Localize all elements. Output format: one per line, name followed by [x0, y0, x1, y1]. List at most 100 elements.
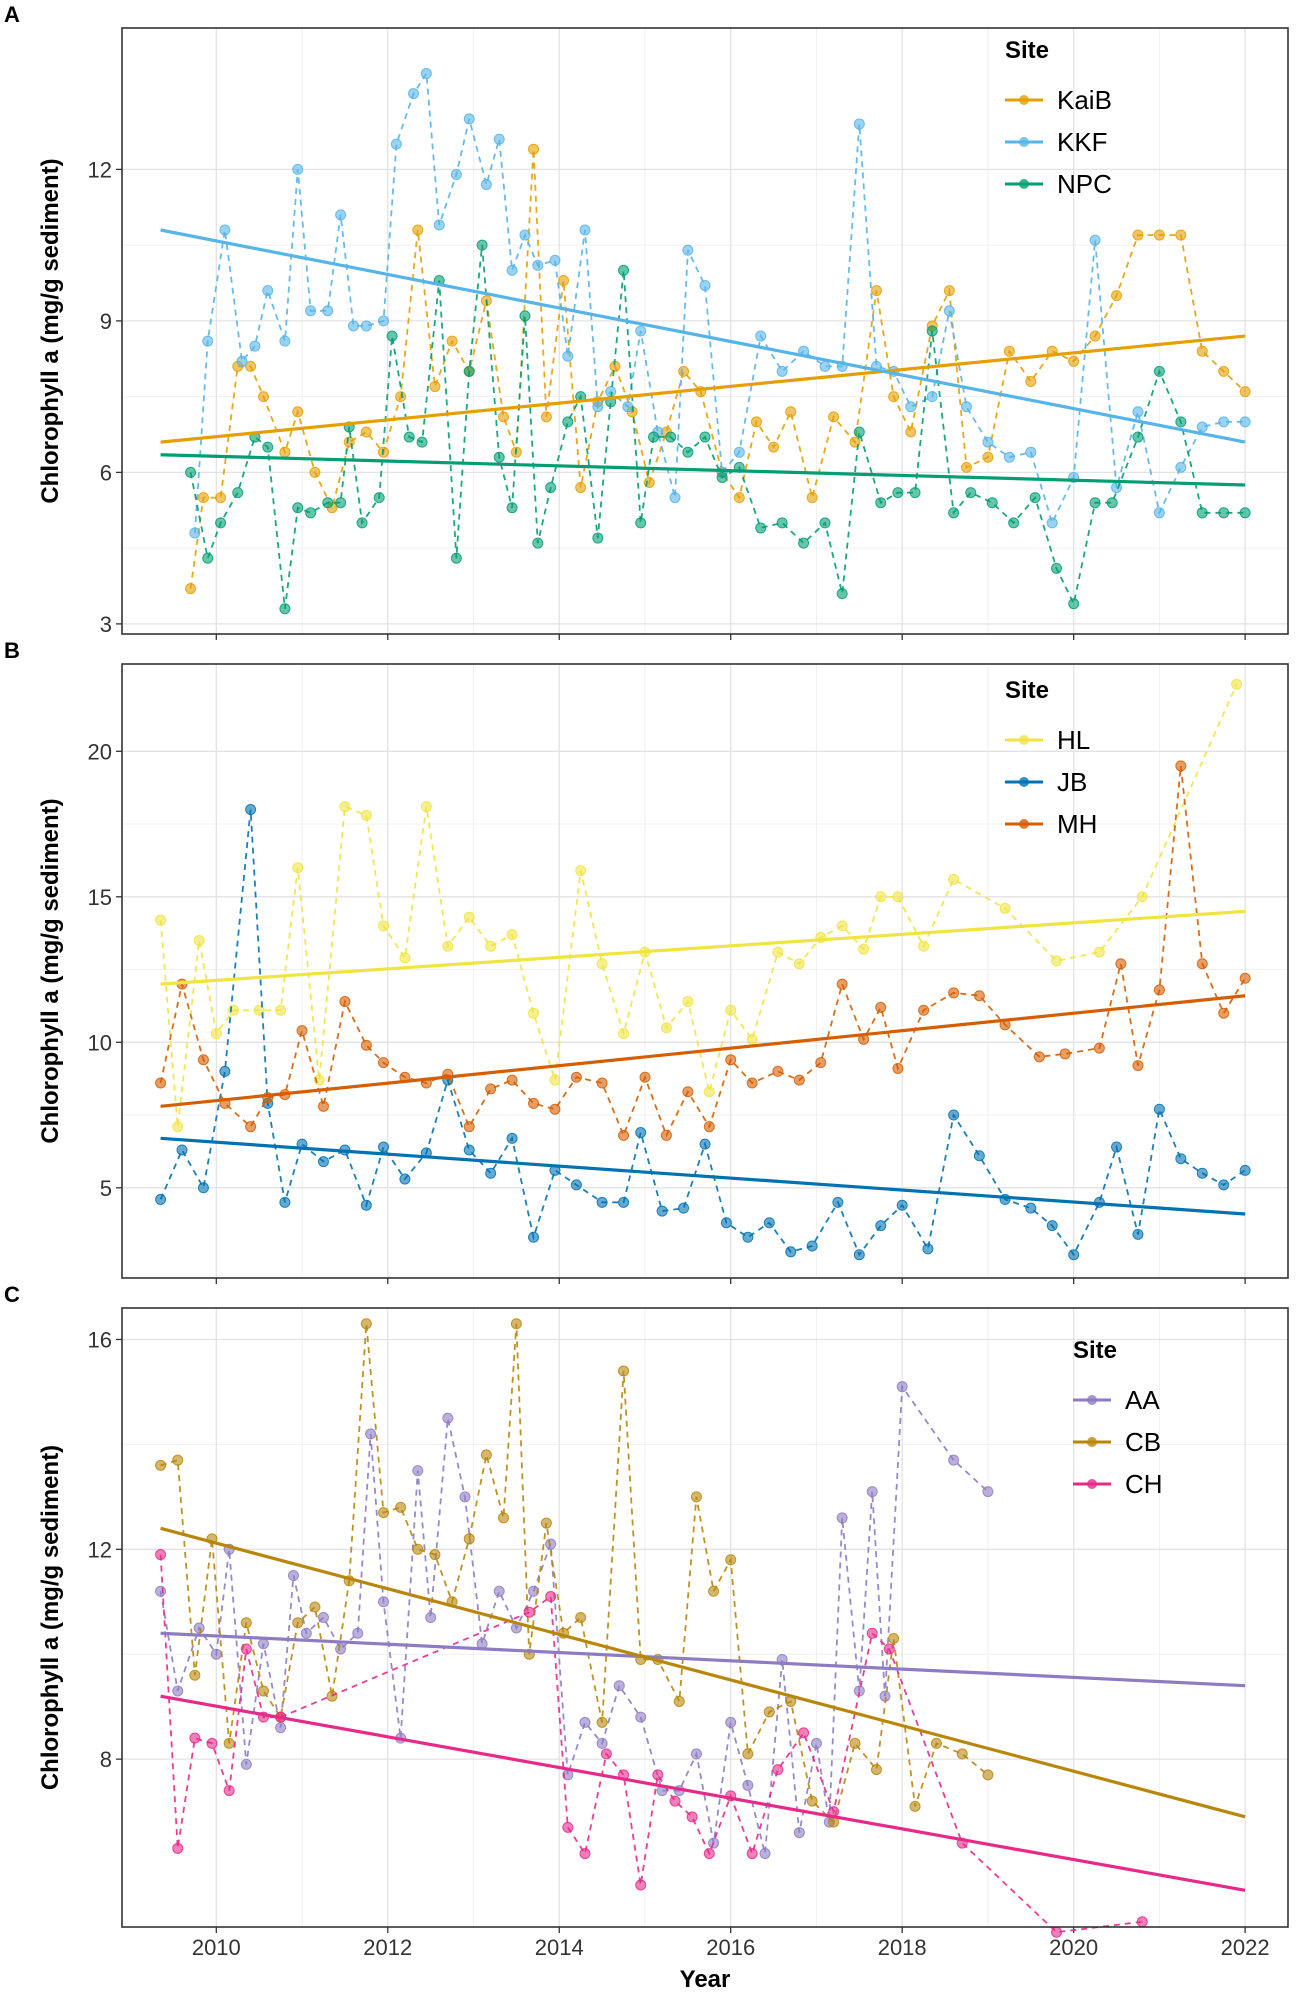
data-point-KKF — [579, 224, 591, 236]
data-point-JB — [720, 1217, 732, 1229]
y-tick-label: 12 — [88, 1537, 112, 1562]
data-point-CH — [1051, 1926, 1063, 1938]
data-point-CB — [412, 1543, 424, 1555]
data-point-HL — [528, 1007, 540, 1019]
data-point-KKF — [335, 209, 347, 221]
data-point-HL — [292, 862, 304, 874]
data-point-AA — [317, 1612, 329, 1623]
data-point-KKF — [236, 355, 248, 367]
data-point-NPC — [202, 552, 214, 564]
series-line-JB — [159, 809, 1246, 1257]
data-point-KKF — [982, 436, 994, 448]
data-point-KKF — [960, 401, 972, 413]
data-point-KKF — [202, 335, 214, 347]
data-point-KaiB — [540, 411, 552, 423]
data-point-NPC — [909, 487, 921, 499]
data-point-NPC — [892, 487, 904, 499]
panel-A: 3 6 9 12 A Chlorophyll a (mg/g sediment) Site K… — [4, 2, 1289, 640]
data-point-HL — [1231, 678, 1243, 690]
legend-title: Site — [1005, 677, 1049, 704]
data-point-JB — [317, 1156, 329, 1168]
panel-label: A — [4, 2, 20, 27]
legend: Site KaiB KKF NPC — [1005, 37, 1112, 199]
data-point-HL — [506, 929, 518, 941]
data-point-KaiB — [1068, 355, 1080, 367]
legend: Site HL JB MH — [1005, 677, 1097, 839]
data-point-CB — [155, 1459, 167, 1471]
data-point-HL — [858, 943, 870, 955]
series-line-AA — [159, 1384, 989, 1854]
data-point-HL — [549, 1074, 561, 1086]
data-point-JB — [832, 1196, 844, 1208]
data-point-KaiB — [785, 406, 797, 418]
data-point-CH — [579, 1848, 591, 1860]
data-point-NPC — [1132, 431, 1144, 443]
data-point-NPC — [853, 426, 865, 438]
data-point-CH — [600, 1748, 612, 1760]
data-point-MH — [618, 1129, 630, 1141]
data-point-AA — [579, 1716, 591, 1728]
data-point-HL — [1136, 891, 1148, 903]
data-point-NPC — [335, 497, 347, 509]
data-point-HL — [210, 1028, 222, 1040]
y-tick-label: 12 — [88, 157, 112, 182]
data-point-MH — [948, 987, 960, 999]
data-point-JB — [785, 1246, 797, 1258]
data-point-NPC — [1239, 507, 1251, 519]
data-point-KKF — [733, 446, 745, 458]
data-point-CH — [798, 1727, 810, 1739]
data-point-MH — [1033, 1051, 1045, 1063]
data-point-NPC — [1089, 497, 1101, 509]
data-point-CH — [866, 1627, 878, 1639]
legend-key-point — [1019, 735, 1029, 745]
data-point-JB — [219, 1065, 231, 1077]
data-point-KKF — [463, 113, 475, 125]
data-point-KaiB — [888, 391, 900, 403]
y-tick-label: 20 — [88, 739, 112, 764]
data-point-MH — [682, 1086, 694, 1098]
legend-key-point — [1019, 819, 1029, 829]
data-point-MH — [639, 1071, 651, 1083]
data-point-CH — [523, 1606, 535, 1618]
data-point-KaiB — [870, 285, 882, 297]
data-point-JB — [279, 1196, 291, 1208]
data-point-KKF — [926, 391, 938, 403]
data-point-CB — [292, 1617, 304, 1629]
panel-B: 5 10 15 20 B Chlorophyll a (mg/g sediment) Sit… — [4, 638, 1289, 1284]
data-point-NPC — [836, 588, 848, 600]
data-point-NPC — [1051, 562, 1063, 574]
data-point-NPC — [232, 487, 244, 499]
data-point-KaiB — [245, 360, 257, 372]
data-point-NPC — [305, 507, 317, 519]
data-point-CB — [463, 1533, 475, 1545]
data-point-NPC — [292, 502, 304, 514]
data-point-MH — [1132, 1060, 1144, 1072]
data-point-NPC — [562, 416, 574, 428]
data-point-NPC — [185, 466, 197, 478]
x-tick-label: 2022 — [1221, 1935, 1270, 1960]
data-point-AA — [300, 1627, 312, 1639]
data-point-KKF — [262, 285, 274, 297]
data-point-JB — [1175, 1153, 1187, 1165]
data-point-MH — [1115, 958, 1127, 970]
data-point-MH — [1175, 760, 1187, 772]
data-point-KKF — [819, 360, 831, 372]
data-point-KaiB — [343, 436, 355, 448]
data-point-KKF — [305, 305, 317, 317]
panel-border — [121, 1307, 1289, 1928]
data-point-NPC — [699, 431, 711, 443]
data-point-AA — [690, 1748, 702, 1760]
data-point-MH — [1093, 1042, 1105, 1054]
data-point-CH — [545, 1591, 557, 1603]
data-point-HL — [618, 1028, 630, 1040]
data-point-CH — [223, 1785, 235, 1797]
data-point-NPC — [519, 310, 531, 322]
data-point-MH — [772, 1065, 784, 1077]
series-AA — [155, 1381, 994, 1860]
panel-label: C — [4, 1282, 20, 1307]
data-point-NPC — [819, 517, 831, 529]
y-axis-label: Chlorophyll a (mg/g sediment) — [37, 158, 64, 503]
data-point-MH — [339, 996, 351, 1008]
data-point-KaiB — [806, 492, 818, 504]
